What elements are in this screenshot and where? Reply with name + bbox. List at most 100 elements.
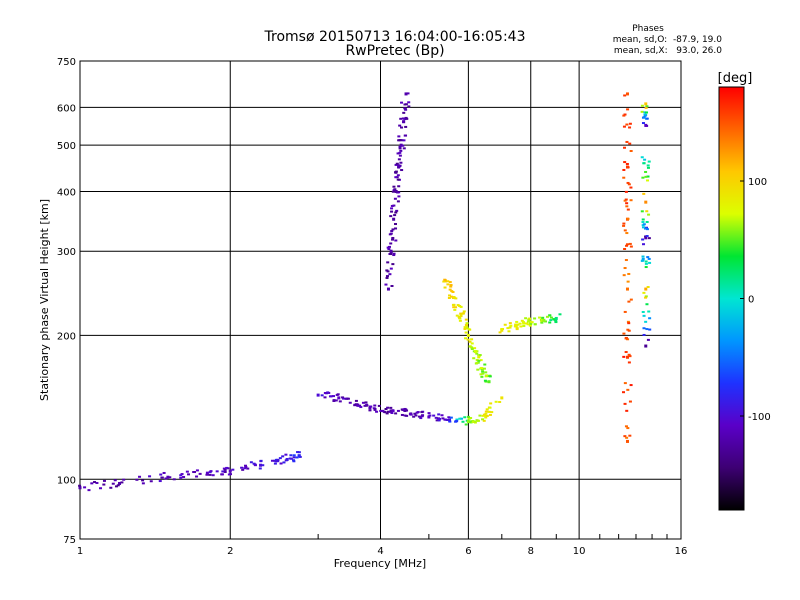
data-point [323, 396, 327, 399]
data-point [466, 333, 470, 337]
data-point [389, 232, 393, 235]
data-point [385, 412, 389, 415]
data-point [122, 478, 126, 481]
data-point [509, 324, 513, 327]
data-point [397, 195, 401, 198]
colorbar-tick-label: 0 [748, 295, 754, 306]
data-point [625, 355, 629, 359]
data-point [394, 227, 398, 230]
data-point [450, 290, 454, 293]
data-point [389, 406, 393, 409]
data-point [295, 456, 299, 459]
data-point [468, 340, 472, 343]
data-point [446, 280, 450, 283]
data-point [648, 317, 652, 320]
data-point [458, 317, 462, 320]
data-point [244, 466, 248, 469]
data-point [448, 288, 452, 291]
data-point [259, 463, 263, 467]
data-point [625, 165, 629, 169]
data-point [641, 255, 645, 258]
data-point [625, 232, 629, 235]
data-point [622, 176, 626, 179]
data-point [389, 409, 393, 413]
data-point [394, 170, 398, 173]
data-point [464, 324, 468, 327]
data-point [640, 210, 644, 213]
data-point [624, 259, 628, 262]
x-tick-label: 10 [573, 546, 586, 557]
data-point [628, 434, 632, 437]
data-point [281, 455, 285, 458]
data-point [480, 366, 484, 369]
data-point [391, 263, 395, 266]
data-point [627, 322, 631, 325]
data-point [470, 342, 474, 345]
data-point [507, 330, 511, 333]
data-point [623, 94, 627, 97]
data-point [420, 415, 424, 418]
data-point [641, 221, 645, 224]
data-point [625, 439, 629, 443]
data-point [383, 411, 387, 414]
data-point [482, 419, 486, 422]
data-point [450, 295, 454, 298]
data-point [524, 322, 528, 325]
data-point [463, 416, 467, 419]
data-point [320, 394, 324, 397]
data-point [623, 402, 627, 405]
data-point [180, 473, 184, 476]
data-point [387, 248, 391, 251]
data-point [627, 329, 631, 332]
data-point [628, 355, 632, 358]
data-point [473, 350, 477, 354]
data-point [477, 356, 481, 359]
data-point [270, 459, 274, 462]
data-point [334, 399, 338, 402]
data-point [276, 459, 280, 462]
data-point [644, 236, 648, 240]
data-point [437, 419, 441, 422]
data-point [369, 405, 373, 408]
data-point [384, 408, 388, 411]
data-point [297, 454, 301, 458]
data-point [459, 305, 463, 308]
data-point [342, 397, 346, 400]
data-point [461, 312, 465, 315]
data-point [435, 419, 439, 422]
data-point [458, 319, 462, 322]
data-point [398, 124, 402, 127]
data-point [413, 412, 417, 415]
data-point [223, 468, 227, 471]
data-point [624, 337, 628, 340]
y-tick-label: 500 [57, 141, 76, 152]
data-point [420, 411, 424, 414]
data-point [629, 298, 633, 301]
data-point [644, 344, 648, 348]
data-point [540, 320, 544, 323]
data-point [629, 150, 633, 153]
data-point [627, 272, 631, 275]
colorbar-ticks: 100 0 -100 [740, 177, 771, 423]
grid-lines [80, 61, 681, 539]
data-point [381, 409, 385, 412]
data-point [488, 410, 492, 413]
data-point [386, 246, 390, 249]
data-point [645, 235, 649, 238]
data-point [554, 319, 558, 322]
data-point [289, 454, 293, 457]
data-point [643, 111, 647, 114]
data-point [332, 395, 336, 398]
data-point [405, 414, 409, 417]
data-point [484, 415, 488, 419]
data-point [113, 479, 117, 482]
data-point [228, 469, 232, 473]
data-point [459, 417, 463, 420]
data-point [642, 223, 646, 226]
data-point [642, 162, 646, 165]
data-point [522, 322, 526, 325]
data-point [373, 404, 377, 407]
data-point [434, 416, 438, 419]
data-point [249, 461, 253, 464]
